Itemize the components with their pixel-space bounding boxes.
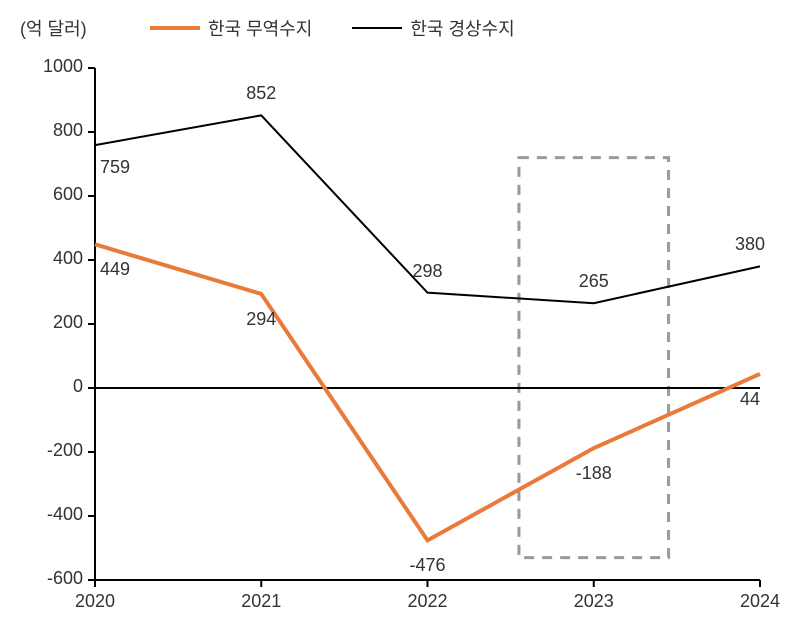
x-tick-label: 2023 [574, 591, 614, 612]
data-label: 449 [100, 259, 130, 280]
y-tick-label: 600 [13, 184, 83, 205]
y-tick-label: 0 [13, 376, 83, 397]
y-tick-label: 200 [13, 312, 83, 333]
chart-container: (억 달러) 한국 무역수지 한국 경상수지 -600-400-20002004… [0, 0, 792, 619]
y-tick-label: -600 [13, 568, 83, 589]
data-label: 298 [412, 261, 442, 282]
y-tick-label: -400 [13, 504, 83, 525]
data-label: 852 [246, 83, 276, 104]
y-tick-label: 800 [13, 120, 83, 141]
x-tick-label: 2022 [407, 591, 447, 612]
y-tick-label: 1000 [13, 56, 83, 77]
data-label: -188 [576, 463, 612, 484]
data-label: 294 [246, 309, 276, 330]
y-tick-label: -200 [13, 440, 83, 461]
data-label: 380 [735, 234, 765, 255]
y-tick-label: 400 [13, 248, 83, 269]
data-label: 759 [100, 157, 130, 178]
x-tick-label: 2020 [75, 591, 115, 612]
data-label: 44 [740, 389, 760, 410]
data-label: -476 [409, 555, 445, 576]
x-tick-label: 2021 [241, 591, 281, 612]
chart-svg [0, 0, 792, 619]
x-tick-label: 2024 [740, 591, 780, 612]
data-label: 265 [579, 271, 609, 292]
